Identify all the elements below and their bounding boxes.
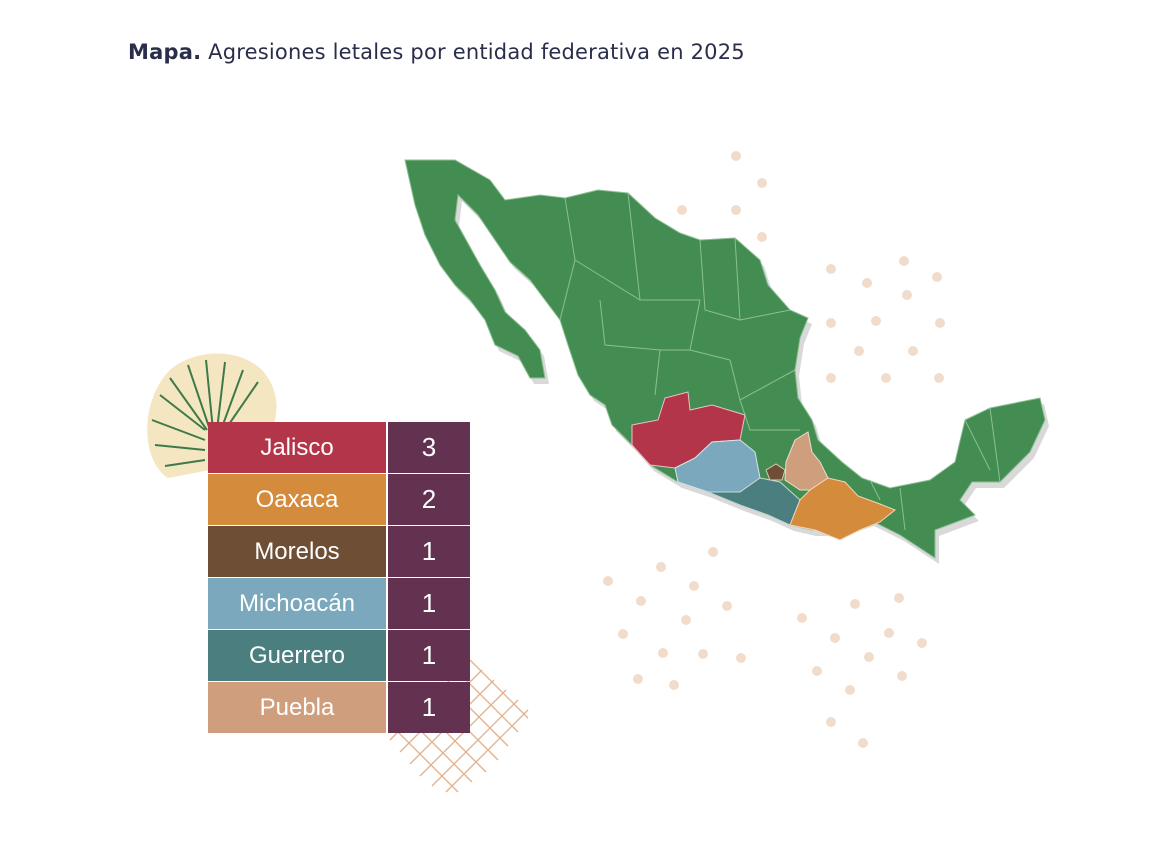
state-oaxaca xyxy=(789,477,896,541)
page-title: Mapa. Agresiones letales por entidad fed… xyxy=(128,40,745,64)
legend-state-name: Puebla xyxy=(208,682,386,733)
legend-row: Jalisco 3 xyxy=(208,422,470,473)
legend-row: Puebla 1 xyxy=(208,682,470,733)
legend-count: 1 xyxy=(388,630,470,681)
legend-table: Jalisco 3 Oaxaca 2 Morelos 1 Michoacán 1 Guerrer… xyxy=(208,422,470,734)
mexico-states xyxy=(404,159,1046,559)
legend-count: 3 xyxy=(388,422,470,473)
legend-row: Michoacán 1 xyxy=(208,578,470,629)
decorative-leaf-icon xyxy=(147,353,277,478)
decorative-dots xyxy=(603,151,945,748)
legend-state-name: Oaxaca xyxy=(208,474,386,525)
legend-count: 2 xyxy=(388,474,470,525)
state-morelos xyxy=(765,463,786,481)
legend-state-name: Jalisco xyxy=(208,422,386,473)
state-jalisco xyxy=(631,391,746,469)
legend-count: 1 xyxy=(388,682,470,733)
legend-count: 1 xyxy=(388,578,470,629)
legend-count: 1 xyxy=(388,526,470,577)
state-michoacan xyxy=(674,439,761,493)
legend-row: Morelos 1 xyxy=(208,526,470,577)
legend-row: Guerrero 1 xyxy=(208,630,470,681)
legend-state-name: Michoacán xyxy=(208,578,386,629)
title-prefix: Mapa. xyxy=(128,40,202,64)
legend-row: Oaxaca 2 xyxy=(208,474,470,525)
title-text: Agresiones letales por entidad federativ… xyxy=(208,40,745,64)
legend-state-name: Guerrero xyxy=(208,630,386,681)
legend-state-name: Morelos xyxy=(208,526,386,577)
